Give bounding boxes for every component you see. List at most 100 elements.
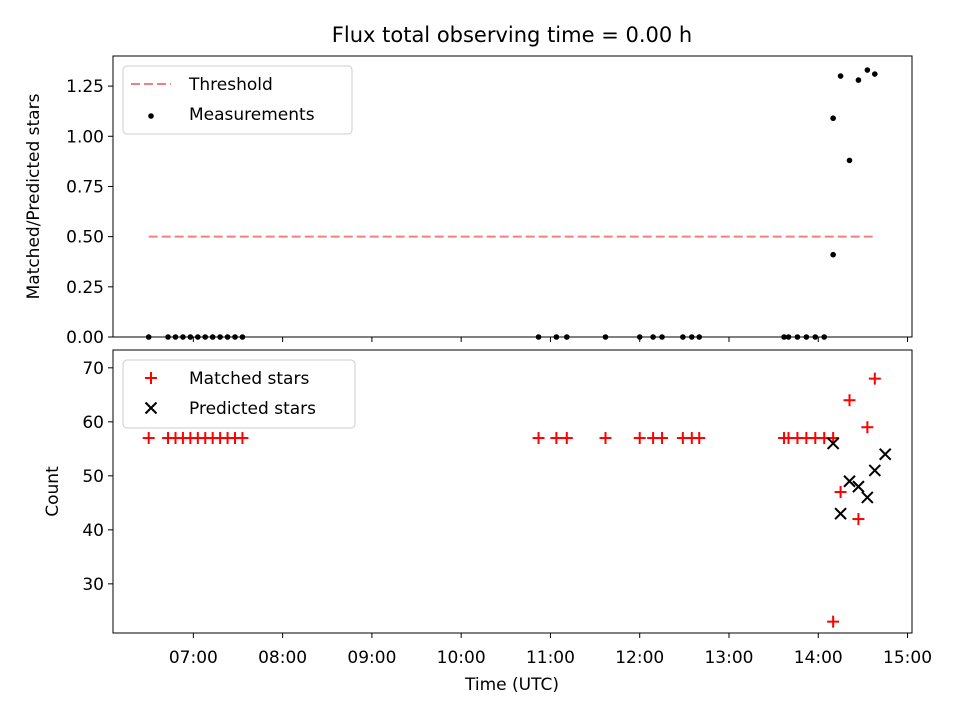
legend: Matched stars Predicted stars (122, 359, 356, 429)
data-point (232, 334, 238, 340)
data-point (803, 334, 810, 340)
y-tick-label: 0.00 (66, 328, 104, 348)
x-tick-label: 14:00 (794, 648, 843, 668)
data-point (172, 334, 179, 340)
y-tick-label: 60 (82, 413, 104, 433)
measurements-series (145, 67, 878, 340)
y-tick-label: 1.25 (66, 77, 104, 97)
data-point (868, 464, 882, 477)
y-tick-label: 0.25 (66, 278, 104, 298)
legend-dot-swatch (148, 113, 154, 119)
legend-x-swatch-b (144, 401, 158, 415)
data-point (656, 432, 669, 445)
data-point (855, 77, 862, 83)
data-point (785, 334, 792, 340)
y-axis-label: Matched/Predicted stars (24, 93, 44, 299)
x-tick-label: 08:00 (258, 648, 307, 668)
y-tick-label: 30 (82, 575, 104, 595)
x-tick-label: 09:00 (347, 648, 396, 668)
x-mark-b (826, 437, 840, 450)
data-point (821, 334, 828, 340)
data-point (830, 251, 836, 258)
data-point (535, 334, 542, 340)
data-point (837, 73, 844, 79)
data-point (180, 334, 186, 340)
data-point (680, 334, 686, 340)
data-point (843, 394, 856, 407)
data-point (879, 448, 892, 461)
top-panel: 0.00 0.25 0.50 0.75 1.00 1.25 Matched/Predicte… (24, 55, 913, 348)
data-point (142, 432, 155, 445)
legend-box (122, 359, 356, 429)
chart-title: Flux total observing time = 0.00 h (332, 23, 692, 47)
data-point (794, 334, 801, 340)
legend-label: Predicted stars (189, 399, 316, 419)
data-point (602, 334, 609, 340)
x-mark-b (834, 507, 847, 520)
data-point (696, 334, 703, 340)
data-point (852, 513, 865, 526)
x-mark-b (879, 448, 892, 461)
y-tick-label: 70 (82, 359, 104, 379)
x-tick-label: 10:00 (437, 648, 486, 668)
data-point (852, 480, 865, 493)
x-tick-label: 15:00 (883, 648, 932, 668)
plot-frame (112, 55, 913, 338)
data-point (532, 432, 545, 445)
y-tick-label: 0.75 (66, 177, 104, 197)
data-point (826, 437, 840, 450)
data-point (659, 334, 665, 340)
data-point (224, 334, 231, 340)
data-point (633, 432, 646, 445)
data-point (187, 334, 194, 340)
data-point (650, 334, 656, 340)
data-point (202, 334, 209, 340)
data-point (195, 334, 201, 340)
x-tick-label: 11:00 (526, 648, 575, 668)
data-point (830, 115, 836, 122)
data-point (861, 491, 874, 504)
data-point (564, 334, 570, 340)
data-point (834, 507, 847, 520)
y-tick-label: 0.50 (66, 228, 104, 248)
x-mark-b (852, 480, 865, 493)
data-point (236, 432, 249, 445)
x-tick-label: 13:00 (704, 648, 753, 668)
legend-box (122, 65, 353, 135)
data-point (560, 432, 573, 445)
legend-label: Measurements (189, 105, 315, 125)
data-point (239, 334, 246, 340)
x-tick-label: 12:00 (615, 648, 664, 668)
data-point (693, 432, 706, 445)
data-point (217, 334, 223, 340)
data-point (861, 421, 874, 434)
x-mark-b (868, 464, 882, 477)
data-point (834, 486, 847, 499)
x-mark-b (861, 491, 874, 504)
data-point (599, 432, 612, 445)
y-tick-label: 50 (82, 467, 104, 487)
data-point (864, 67, 871, 73)
data-point (636, 334, 643, 340)
data-point (872, 71, 878, 77)
data-point (812, 334, 819, 340)
data-point (781, 334, 787, 340)
x-axis-label: Time (UTC) (464, 675, 559, 695)
data-point (827, 615, 840, 628)
x-tick-label: 07:00 (169, 648, 218, 668)
data-point (688, 334, 695, 340)
legend-label: Matched stars (189, 369, 309, 389)
data-point (209, 334, 216, 340)
data-point (843, 475, 856, 488)
data-point (846, 157, 853, 164)
legend-label: Threshold (188, 75, 273, 95)
y-tick-label: 40 (82, 521, 104, 541)
bottom-panel: 30 40 50 60 70 07:00 08:00 09:00 10:00 11:00 12:00… (43, 349, 932, 668)
matched-stars-series (142, 372, 881, 628)
x-mark-b (843, 475, 856, 488)
data-point (145, 334, 152, 340)
plot-frame (112, 349, 913, 634)
data-point (868, 372, 881, 385)
data-point (553, 334, 560, 340)
